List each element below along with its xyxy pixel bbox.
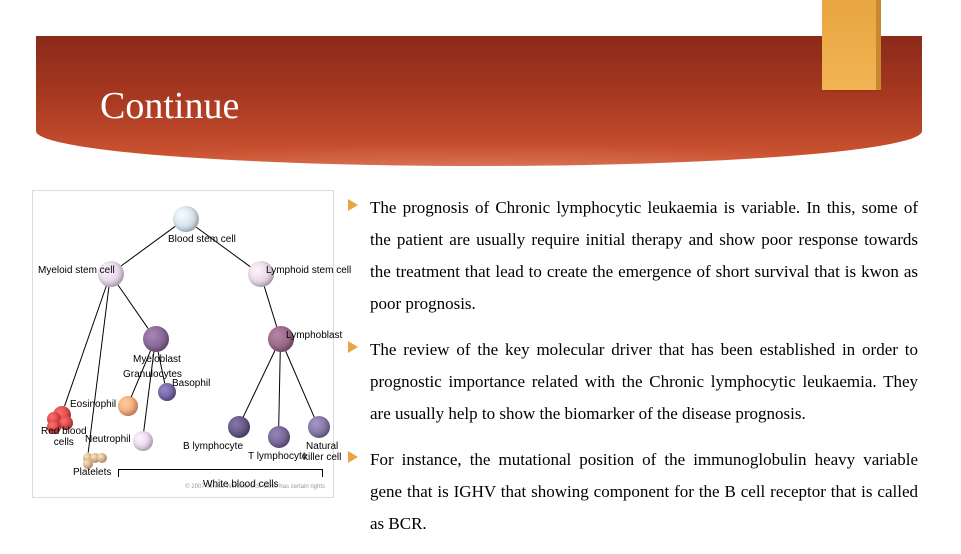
cell-nk_cell [308, 416, 330, 438]
cell-label-neutrophil: Neutrophil [85, 434, 131, 445]
slide-title: Continue [100, 84, 239, 128]
cell-label-lymphoblast: Lymphoblast [286, 330, 342, 341]
cell-label-nk_cell: Naturalkiller cell [303, 441, 341, 463]
bullet-text: For instance, the mutational position of… [370, 444, 918, 540]
white-cells-bracket [118, 469, 323, 477]
cell-platelets [97, 453, 107, 463]
cell-label-t_lymph: T lymphocyte [248, 451, 307, 462]
arrow [264, 286, 277, 326]
bullet-item: The prognosis of Chronic lymphocytic leu… [348, 192, 918, 320]
cell-myeloblast [143, 326, 169, 352]
cell-label-platelets: Platelets [73, 467, 111, 478]
arrow [121, 226, 176, 266]
group-label-white-blood-cells: White blood cells [203, 479, 279, 490]
arrow [285, 351, 314, 417]
arrow [88, 287, 110, 453]
arrow [243, 350, 276, 417]
cell-label-lymphoid_stem: Lymphoid stem cell [266, 265, 351, 276]
bullet-text: The prognosis of Chronic lymphocytic leu… [370, 192, 918, 320]
bullet-triangle-icon [348, 341, 358, 353]
cell-label-myeloblast: Myeloblast [133, 354, 181, 365]
cell-label-basophil: Basophil [172, 378, 210, 389]
cell-eosinophil [118, 396, 138, 416]
bullet-text: The review of the key molecular driver t… [370, 334, 918, 430]
cell-blood_stem [173, 206, 199, 232]
cell-label-myeloid_stem: Myeloid stem cell [38, 265, 115, 276]
bullet-triangle-icon [348, 199, 358, 211]
cell-b_lymph [228, 416, 250, 438]
cell-label-b_lymph: B lymphocyte [183, 441, 243, 452]
arrow [196, 227, 251, 267]
cell-label-red_blood: Red bloodcells [41, 426, 87, 448]
bullet-item: For instance, the mutational position of… [348, 444, 918, 540]
cell-label-blood_stem: Blood stem cell [168, 234, 236, 245]
arrow [278, 352, 281, 426]
cell-neutrophil [133, 431, 153, 451]
hematopoiesis-diagram: © 2007 Terese Winslow U.S. Govt. has cer… [32, 190, 334, 498]
bullet-item: The review of the key molecular driver t… [348, 334, 918, 430]
content-area: The prognosis of Chronic lymphocytic leu… [348, 192, 918, 554]
arrow [118, 285, 149, 329]
ribbon-accent [822, 0, 876, 90]
cell-t_lymph [268, 426, 290, 448]
bullet-triangle-icon [348, 451, 358, 463]
